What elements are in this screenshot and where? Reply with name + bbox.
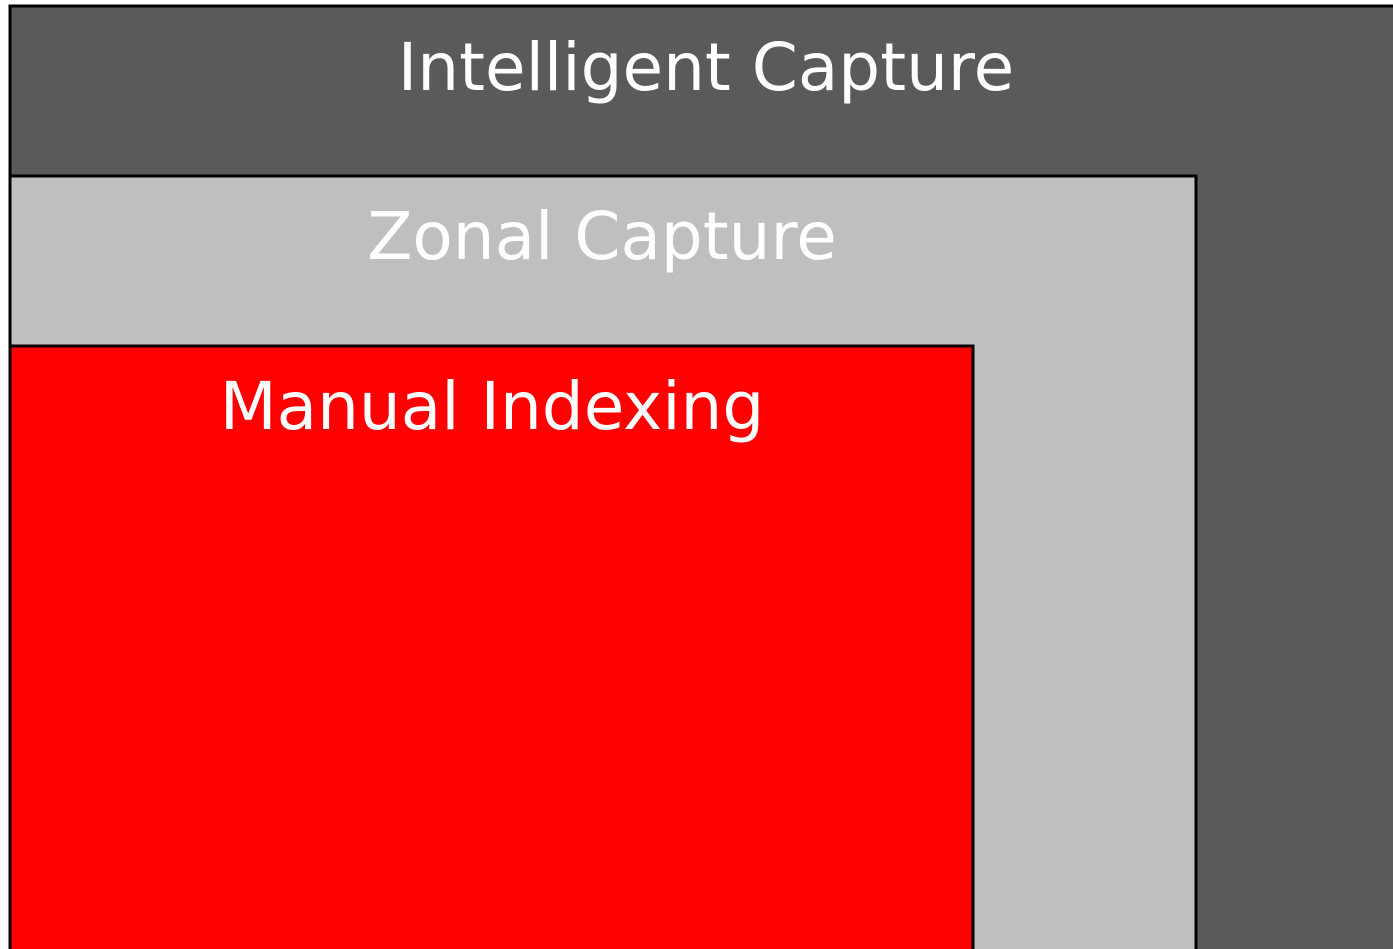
box-label: Manual Indexing xyxy=(220,368,765,445)
box-label: Zonal Capture xyxy=(367,198,837,275)
manual-indexing-box xyxy=(8,344,975,949)
box-label: Intelligent Capture xyxy=(398,29,1014,106)
